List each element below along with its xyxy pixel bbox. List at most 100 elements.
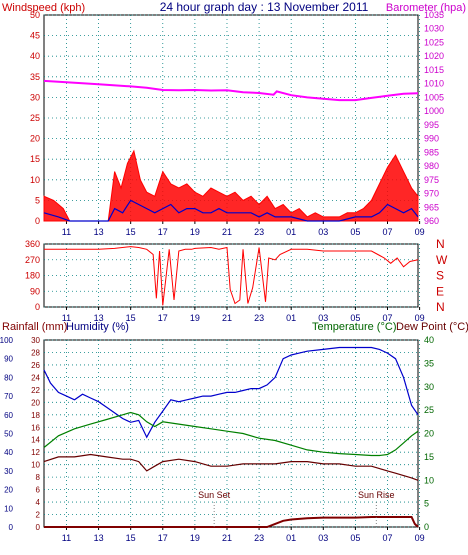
panel-3-xtick-label: 03	[318, 533, 328, 543]
panel-2-xtick-label: 01	[286, 313, 296, 323]
panel-2-xtick-label: 09	[415, 313, 425, 323]
rainfall-tick-label: 24	[31, 373, 40, 382]
panel-3-xtick-label: 15	[126, 533, 136, 543]
barometer-tick-label: 970	[424, 189, 439, 199]
windspeed-tick-label: 10	[30, 175, 40, 185]
panel-1-xtick-label: 17	[158, 227, 168, 237]
humidity-tick-label: 60	[4, 411, 13, 420]
panel-1-xtick-label: 03	[318, 227, 328, 237]
windspeed-tick-label: 50	[30, 10, 40, 20]
temperature-tick-label: 30	[424, 382, 434, 392]
rainfall-tick-label: 26	[31, 361, 40, 370]
rainfall-tick-label: 4	[36, 498, 41, 507]
panel-2-xtick-label: 11	[62, 313, 71, 323]
temperature-tick-label: 5	[424, 499, 429, 509]
rainfall-tick-label: 6	[36, 486, 41, 495]
humidity-tick-label: 30	[4, 467, 13, 476]
panel-3-xtick-label: 07	[382, 533, 392, 543]
barometer-tick-label: 1030	[424, 24, 444, 34]
humidity-tick-label: 20	[4, 486, 13, 495]
rainfall-tick-label: 12	[31, 448, 40, 457]
humidity-tick-label: 70	[4, 392, 13, 401]
barometer-series	[43, 79, 419, 102]
windspeed-axis-label: Windspeed (kph)	[2, 2, 85, 14]
barometer-tick-label: 1015	[424, 65, 444, 75]
barometer-tick-label: 1025	[424, 37, 444, 47]
barometer-tick-label: 995	[424, 120, 439, 130]
panel-1-xtick-label: 19	[190, 227, 200, 237]
compass-label: N	[436, 237, 445, 251]
temperature-tick-label: 40	[424, 335, 434, 345]
panel-2-xtick-label: 05	[350, 313, 360, 323]
rainfall-tick-label: 20	[31, 398, 40, 407]
compass-label: E	[436, 284, 444, 298]
barometer-tick-label: 975	[424, 175, 439, 185]
windspeed-tick-label: 45	[30, 31, 40, 41]
windspeed-tick-label: 20	[30, 134, 40, 144]
windspeed-tick-label: 5	[35, 195, 40, 205]
barometer-tick-label: 1005	[424, 92, 444, 102]
barometer-tick-label: 960	[424, 216, 439, 226]
panel-2-xtick-label: 13	[94, 313, 104, 323]
humidity-tick-label: 100	[0, 336, 14, 345]
panel-3-xtick-label: 23	[254, 533, 264, 543]
windspeed-tick-label: 0	[35, 216, 40, 226]
rainfall-tick-label: 10	[31, 461, 40, 470]
humidity-tick-label: 80	[4, 373, 13, 382]
direction-tick-label: 0	[35, 302, 40, 312]
panel-1-xtick-label: 01	[286, 227, 296, 237]
rainfall-series	[44, 516, 419, 528]
barometer-tick-label: 985	[424, 147, 439, 157]
rainfall-tick-label: 18	[31, 411, 40, 420]
temperature-tick-label: 15	[424, 452, 434, 462]
windspeed-tick-label: 35	[30, 72, 40, 82]
annotation-label: Sun Rise	[358, 490, 395, 500]
rainfall-axis-label: Rainfall (mm)	[2, 321, 67, 333]
barometer-tick-label: 965	[424, 202, 439, 212]
humidity-tick-label: 0	[9, 523, 14, 532]
panel-1-xtick-label: 23	[254, 227, 264, 237]
panel-2-xtick-label: 17	[158, 313, 168, 323]
direction-series	[44, 246, 419, 306]
barometer-tick-label: 980	[424, 161, 439, 171]
dewpoint-axis-label: Dew Point (°C)	[396, 321, 468, 333]
barometer-axis-label: Barometer (hpa)	[386, 2, 466, 14]
rainfall-tick-label: 8	[36, 473, 41, 482]
annotation-label: Sun Set	[198, 490, 231, 500]
panel-2-xtick-label: 03	[318, 313, 328, 323]
panel-3-xtick-label: 01	[286, 533, 296, 543]
direction-tick-label: 180	[25, 271, 40, 281]
panel-1-xtick-label: 21	[222, 227, 232, 237]
temperature-tick-label: 20	[424, 429, 434, 439]
humidity-tick-label: 50	[4, 430, 13, 439]
humidity-series	[43, 346, 419, 439]
barometer-tick-label: 1000	[424, 106, 444, 116]
temperature-tick-label: 35	[424, 358, 434, 368]
panel-1-xtick-label: 07	[382, 227, 392, 237]
panel-2-xtick-label: 21	[222, 313, 232, 323]
panel-3-xtick-label: 11	[62, 533, 71, 543]
humidity-tick-label: 40	[4, 448, 13, 457]
windspeed-tick-label: 40	[30, 51, 40, 61]
direction-tick-label: 360	[25, 239, 40, 249]
windspeed-tick-label: 15	[30, 154, 40, 164]
humidity-tick-label: 90	[4, 355, 13, 364]
direction-tick-label: 90	[30, 286, 40, 296]
panel-2-xtick-label: 07	[382, 313, 392, 323]
barometer-tick-label: 1020	[424, 51, 444, 61]
direction-tick-label: 270	[25, 255, 40, 265]
panel-1-xtick-label: 09	[415, 227, 425, 237]
panel-2-xtick-label: 15	[126, 313, 136, 323]
dewpoint-series	[43, 453, 419, 481]
panel-3-xtick-label: 17	[158, 533, 168, 543]
compass-label: N	[436, 300, 445, 314]
panel-3-xtick-label: 05	[350, 533, 360, 543]
humidity-tick-label: 10	[4, 504, 13, 513]
panel-3-xtick-label: 09	[415, 533, 425, 543]
panel-1-xtick-label: 05	[350, 227, 360, 237]
temperature-axis-label: Temperature (°C)	[312, 321, 396, 333]
temperature-tick-label: 0	[424, 522, 429, 532]
panel-2-xtick-label: 19	[190, 313, 200, 323]
humidity-axis-label: Humidity (%)	[66, 321, 129, 333]
